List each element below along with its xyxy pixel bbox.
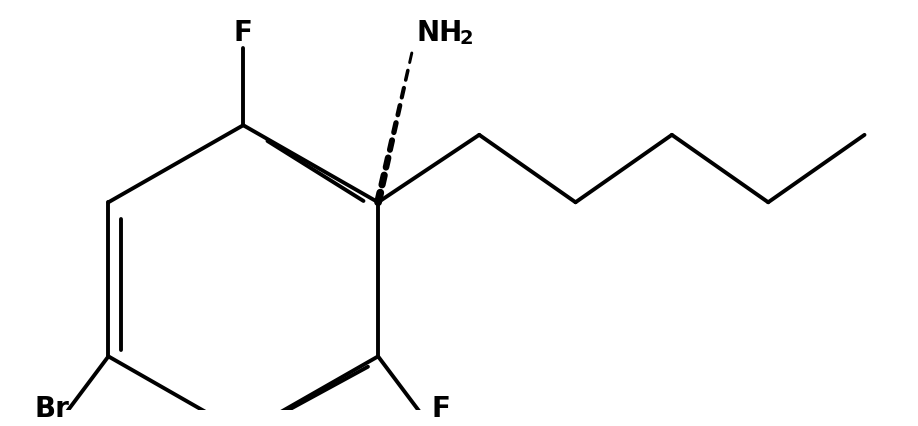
- Text: Br: Br: [34, 395, 69, 423]
- Text: 2: 2: [460, 29, 474, 48]
- Text: F: F: [234, 19, 252, 47]
- Text: F: F: [431, 395, 450, 423]
- Text: NH: NH: [417, 19, 463, 47]
